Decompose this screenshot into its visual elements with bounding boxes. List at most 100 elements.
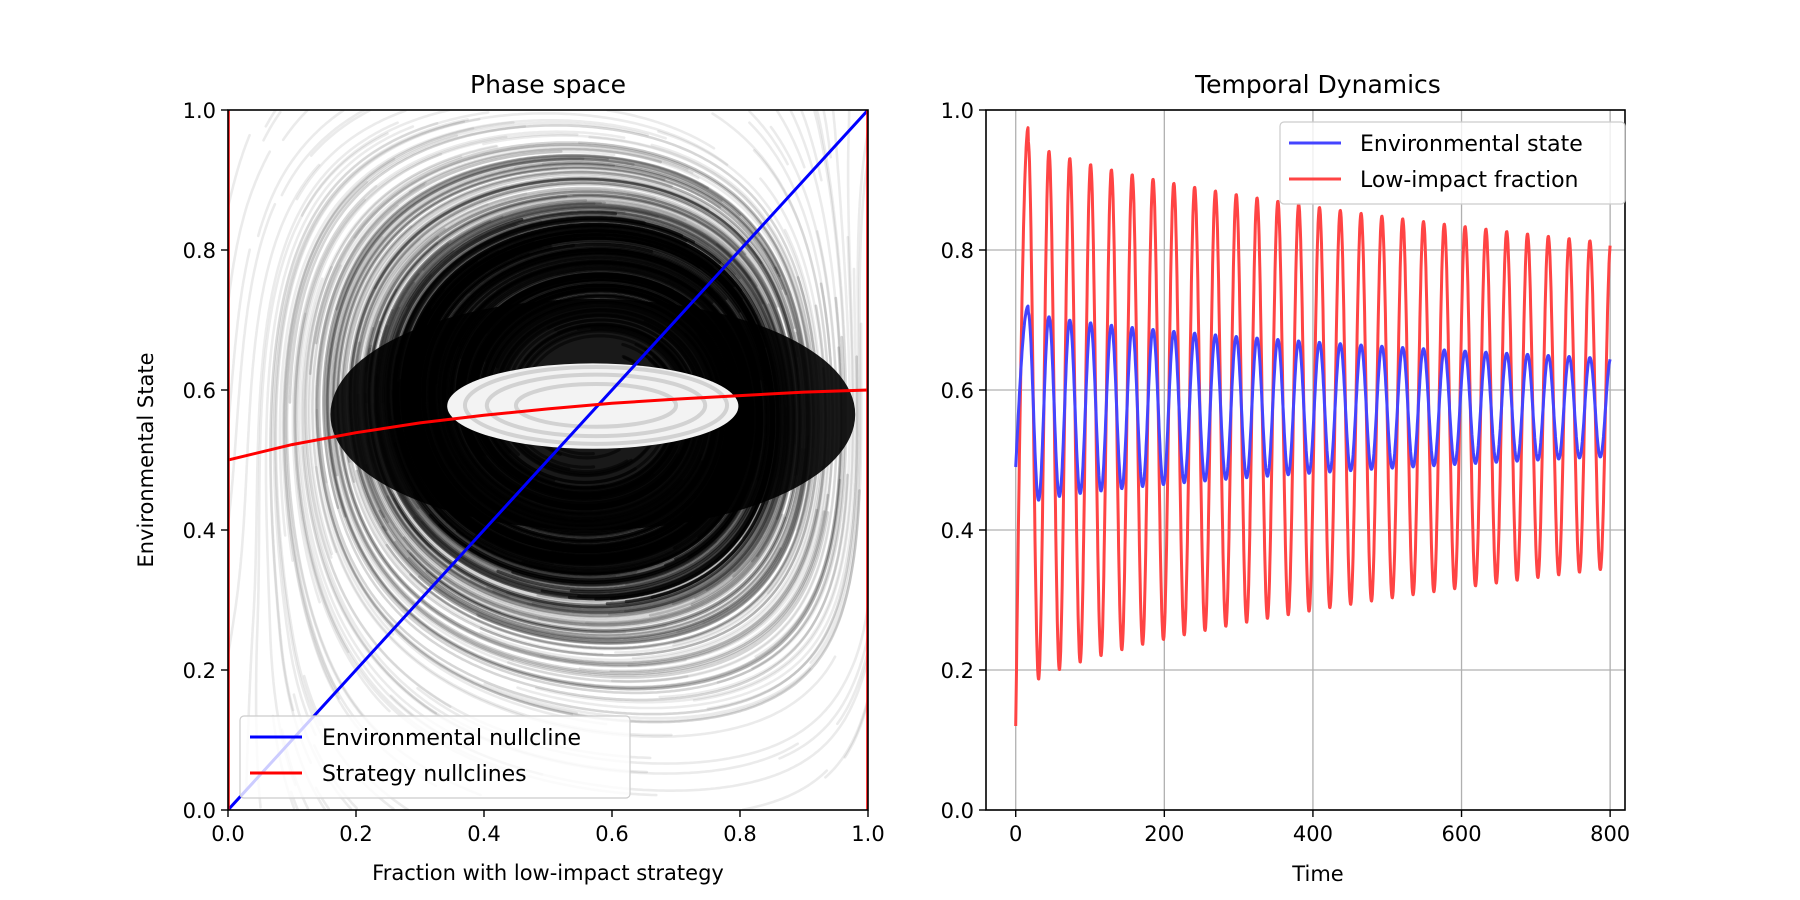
nullcline-lines <box>228 110 868 810</box>
streamline <box>368 195 795 607</box>
streamline <box>353 181 801 632</box>
streamline <box>341 170 805 637</box>
series-environmental-nullcline <box>228 110 868 810</box>
y-tick-label: 0.0 <box>183 799 216 823</box>
phase-space-frame <box>227 109 869 811</box>
streamline <box>274 117 481 727</box>
streamline <box>822 110 832 159</box>
streamline <box>775 110 806 169</box>
y-tick-label: 0.4 <box>941 519 974 543</box>
streamline <box>314 150 616 636</box>
y-tick-label: 0.0 <box>941 799 974 823</box>
streamline <box>245 121 399 792</box>
streamline <box>741 769 829 810</box>
y-tick-label: 1.0 <box>183 99 216 123</box>
streamline <box>748 110 789 166</box>
y-tick-label: 0.2 <box>941 659 974 683</box>
streamline <box>306 144 689 559</box>
streamline <box>326 157 842 691</box>
y-tick-label: 0.6 <box>941 379 974 403</box>
streamline <box>535 235 854 704</box>
temporal-x-label: Time <box>1291 862 1343 886</box>
temporal-y-ticks: 0.0 0.2 0.4 0.6 0.8 1.0 <box>941 99 986 823</box>
streamline <box>281 121 649 562</box>
streamline <box>606 110 716 150</box>
streamline <box>335 166 827 667</box>
streamline <box>706 130 868 710</box>
series-low-impact-fraction <box>1014 126 1612 727</box>
series-environmental-state <box>1014 304 1612 502</box>
legend-label-low-impact-fraction: Low-impact fraction <box>1360 168 1578 193</box>
legend-box <box>239 715 631 799</box>
streamline <box>274 120 466 741</box>
streamline <box>349 178 802 634</box>
inner-orbit <box>513 382 679 429</box>
streamline <box>317 150 859 716</box>
phase-space-panel: Phase space 0.0 0.2 0.4 0.6 0.8 1.0 0.0 0.2 0.4… <box>134 70 885 885</box>
streamline <box>507 230 839 684</box>
streamline <box>311 147 700 554</box>
streamline <box>309 110 371 157</box>
y-tick-label: 0.6 <box>183 379 216 403</box>
streamline <box>352 178 802 634</box>
temporal-x-ticks: 0 200 400 600 800 <box>1009 810 1630 846</box>
streamline <box>395 218 751 572</box>
streamline <box>353 181 801 632</box>
streamline <box>293 135 508 713</box>
streamline <box>340 170 820 657</box>
streamline <box>328 236 689 683</box>
phase-space-y-label: Environmental State <box>134 352 158 567</box>
temporal-frame <box>985 109 1626 811</box>
x-tick-label: 1.0 <box>851 822 884 846</box>
x-tick-label: 0.8 <box>723 822 756 846</box>
streamline <box>352 238 729 639</box>
streamline <box>228 163 321 655</box>
streamline <box>578 149 831 673</box>
y-tick-label: 0.8 <box>941 239 974 263</box>
streamline <box>269 111 490 712</box>
streamline <box>228 133 251 209</box>
streamline <box>322 154 849 702</box>
streamline <box>315 181 574 716</box>
phase-space-plot-area <box>228 110 868 810</box>
streamline <box>539 177 827 666</box>
streamline <box>332 163 826 674</box>
temporal-dynamics-panel: Temporal Dynamics 0 200 400 600 800 0.00.20.… <box>941 70 1631 886</box>
phase-space-x-label: Fraction with low-impact strategy <box>372 861 724 885</box>
temporal-legend: Environmental state Low-impact fraction <box>1279 121 1626 205</box>
streamline <box>411 232 753 554</box>
inner-orbit <box>484 372 708 439</box>
streamline <box>349 178 802 634</box>
streamline <box>658 110 852 699</box>
x-tick-label: 0.2 <box>339 822 372 846</box>
x-tick-label: 0.0 <box>211 822 244 846</box>
streamline <box>262 110 282 142</box>
temporal-plot-area <box>1014 126 1612 727</box>
legend-label-strategy-nullclines: Strategy nullclines <box>322 762 527 787</box>
streamline <box>228 150 272 305</box>
streamline <box>272 118 469 737</box>
streamline <box>264 125 415 787</box>
streamline <box>316 204 608 726</box>
streamline <box>388 212 786 613</box>
streamline <box>294 132 579 654</box>
streamline <box>542 160 809 634</box>
streamline <box>326 157 843 690</box>
streamline <box>353 142 815 448</box>
streamline <box>349 177 807 640</box>
streamline <box>278 119 667 537</box>
y-tick-label: 0.2 <box>183 659 216 683</box>
streamline <box>315 183 578 715</box>
streamline <box>228 202 277 525</box>
streamline <box>367 193 795 609</box>
streamline <box>269 121 439 764</box>
streamline <box>609 121 834 673</box>
phase-space-y-ticks: 0.0 0.2 0.4 0.6 0.8 1.0 <box>183 99 228 823</box>
streamline <box>331 162 829 676</box>
streamline <box>455 226 783 610</box>
phase-space-legend: Environmental nullcline Strategy nullcli… <box>239 715 631 799</box>
streamline <box>341 171 805 637</box>
streamline <box>308 145 694 556</box>
streamline <box>256 110 345 238</box>
streamline <box>331 162 835 677</box>
